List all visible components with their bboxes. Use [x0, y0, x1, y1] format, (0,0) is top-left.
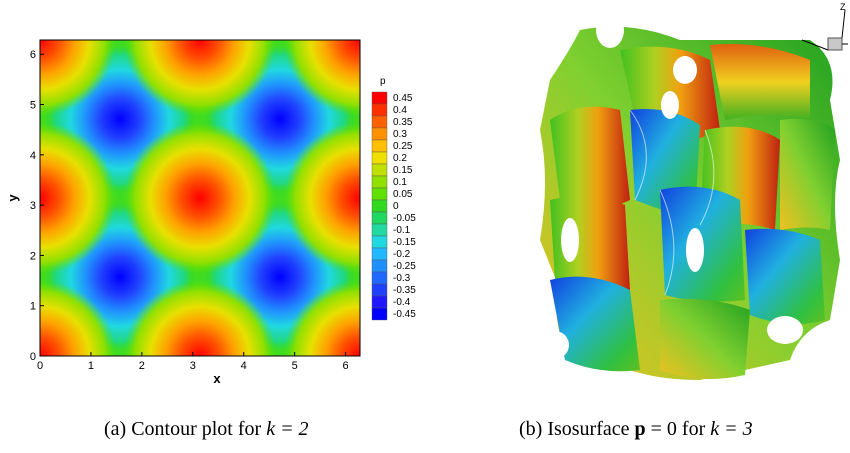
- legend-label: -0.25: [393, 261, 416, 272]
- legend-swatch: [371, 271, 388, 285]
- y-tick-label: 0: [30, 351, 36, 363]
- caption-a-prefix: (a) Contour plot for: [104, 418, 267, 440]
- legend-swatch: [371, 199, 388, 213]
- caption-a-math: k = 2: [266, 418, 309, 440]
- y-tick-label: 6: [30, 49, 36, 61]
- isosurface-shape: [540, 12, 840, 381]
- caption-a: (a) Contour plot for k = 2: [104, 418, 309, 441]
- caption-b: (b) Isosurface p = 0 for k = 3: [519, 418, 753, 441]
- x-tick-label: 1: [88, 360, 94, 372]
- colorbar-legend: 0.450.40.350.30.250.20.150.10.050-0.05-0…: [371, 91, 416, 321]
- legend-swatch: [371, 283, 388, 297]
- legend-swatch: [371, 307, 388, 321]
- maximum-region: [283, 280, 360, 356]
- legend-label: -0.15: [393, 237, 416, 248]
- x-tick-label: 4: [241, 360, 247, 372]
- legend-title: p: [380, 76, 386, 87]
- maximum-region: [40, 40, 116, 117]
- y-axis-label: y: [5, 194, 20, 202]
- legend-swatch: [371, 259, 388, 273]
- legend-swatch: [371, 295, 388, 309]
- x-tick-label: 6: [343, 360, 349, 372]
- legend-label: 0.3: [393, 129, 407, 140]
- legend-swatch: [371, 163, 388, 177]
- plot-frame: [39, 39, 361, 357]
- legend-label: 0.25: [393, 141, 413, 152]
- caption-b-mid: = 0 for: [645, 418, 711, 440]
- legend-label: -0.3: [393, 273, 411, 284]
- maximum-region: [283, 40, 360, 117]
- x-tick-label: 2: [139, 360, 145, 372]
- legend-label: 0.1: [393, 177, 407, 188]
- legend-swatch: [371, 211, 388, 225]
- y-tick-label: 1: [30, 301, 36, 313]
- legend-label: 0.2: [393, 153, 407, 164]
- maximum-region: [123, 40, 276, 117]
- legend-label: 0.4: [393, 105, 407, 116]
- legend-label: -0.4: [393, 297, 411, 308]
- x-tick-label: 0: [37, 360, 43, 372]
- maximum-region: [283, 122, 360, 275]
- legend-swatch: [371, 223, 388, 237]
- maximum-region: [40, 122, 116, 275]
- legend-label: -0.35: [393, 285, 416, 296]
- x-tick-label: 3: [190, 360, 196, 372]
- legend-label: 0.45: [393, 93, 413, 104]
- legend-swatch: [371, 115, 388, 129]
- maximum-region: [123, 280, 276, 356]
- maximum-region: [40, 280, 116, 356]
- legend-swatch: [371, 127, 388, 141]
- x-axis-label: x: [213, 371, 221, 386]
- z-axis-label: Z: [840, 2, 846, 12]
- legend-swatch: [371, 187, 388, 201]
- caption-b-prefix: (b) Isosurface: [519, 418, 635, 440]
- legend-label: 0.35: [393, 117, 413, 128]
- legend-label: -0.2: [393, 249, 411, 260]
- legend-swatch: [371, 103, 388, 117]
- x-tick-label: 5: [292, 360, 298, 372]
- legend-label: 0: [393, 201, 399, 212]
- legend-swatch: [371, 235, 388, 249]
- contour-field: [40, 40, 360, 356]
- legend-label: -0.05: [393, 213, 416, 224]
- legend-swatch: [371, 247, 388, 261]
- caption-b-math: k = 3: [710, 418, 753, 440]
- legend-label: -0.45: [393, 309, 416, 320]
- legend-label: 0.05: [393, 189, 413, 200]
- caption-b-bold: p: [634, 418, 646, 440]
- legend-swatch: [371, 175, 388, 189]
- orientation-axis-widget: Z: [801, 2, 848, 51]
- legend-swatch: [371, 151, 388, 165]
- y-tick-label: 2: [30, 250, 36, 262]
- contour-plot: 0 1 2 3 4 5 6 0 1 2 3 4 5 6 x y p 0.450.40.350.30.25…: [5, 39, 416, 386]
- legend-label: 0.15: [393, 165, 413, 176]
- y-tick-label: 4: [30, 150, 36, 162]
- y-tick-label: 5: [30, 100, 36, 112]
- maximum-region: [123, 122, 276, 275]
- legend-swatch: [371, 139, 388, 153]
- legend-swatch: [371, 91, 388, 105]
- isosurface-render: Z: [540, 2, 848, 381]
- legend-label: -0.1: [393, 225, 411, 236]
- y-tick-label: 3: [30, 200, 36, 212]
